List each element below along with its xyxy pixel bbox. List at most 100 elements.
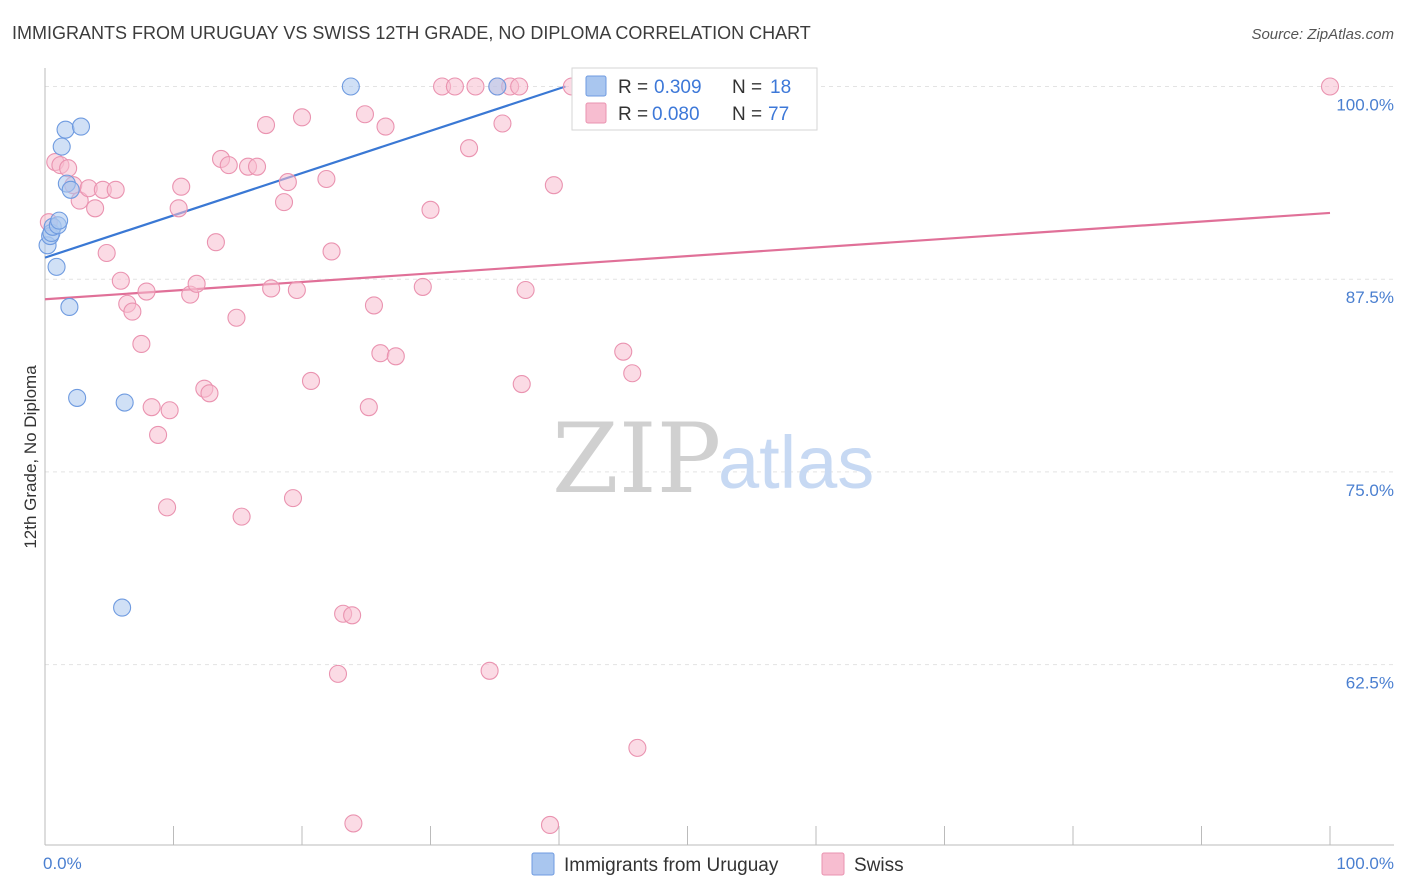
point-swiss-7	[86, 199, 105, 218]
point-swiss-14	[132, 334, 151, 354]
point-swiss-13	[123, 302, 142, 321]
point-swiss-23	[187, 274, 206, 293]
point-swiss-52	[386, 347, 405, 366]
point-swiss-76	[1320, 77, 1340, 96]
point-swiss-19	[160, 401, 179, 420]
point-swiss-65	[516, 280, 535, 300]
point-swiss-21	[172, 177, 191, 196]
point-swiss-25	[200, 384, 219, 403]
point-swiss-64	[512, 374, 531, 394]
legend-n-value-swiss: 77	[768, 104, 789, 125]
point-swiss-58	[466, 77, 485, 96]
series-legend-label-swiss: Swiss	[854, 855, 904, 876]
trend-line-uruguay	[44, 85, 566, 259]
point-swiss-45	[343, 606, 362, 625]
point-swiss-69	[614, 342, 633, 361]
series-legend-swatch-uruguay	[531, 852, 555, 876]
stats-legend-box	[571, 67, 818, 131]
point-swiss-53	[413, 277, 432, 296]
point-swiss-59	[480, 661, 499, 680]
point-uruguay-13	[71, 117, 91, 136]
point-swiss-67	[544, 176, 563, 195]
series-legend-swatch-swiss	[821, 852, 845, 876]
y-tick-label-1: 87.5%	[1346, 288, 1394, 307]
watermark-zip: ZIP	[552, 403, 721, 515]
point-swiss-51	[376, 117, 395, 136]
point-swiss-11	[111, 271, 130, 290]
point-swiss-71	[628, 738, 647, 757]
x-tick-label-0: 0.0%	[43, 854, 82, 873]
point-swiss-18	[158, 498, 177, 517]
point-swiss-34	[262, 279, 281, 298]
trend-lines	[44, 85, 1331, 301]
series-legend-label-uruguay: Immigrants from Uruguay	[564, 855, 779, 876]
point-swiss-48	[359, 398, 378, 417]
point-uruguay-12	[68, 388, 87, 407]
point-swiss-47	[355, 105, 375, 124]
point-swiss-10	[106, 180, 125, 199]
point-swiss-40	[301, 371, 321, 391]
point-swiss-15	[137, 282, 156, 301]
point-swiss-33	[256, 115, 276, 135]
point-swiss-37	[283, 489, 303, 508]
series-legend: Immigrants from Uruguay Swiss	[531, 852, 904, 876]
point-swiss-63	[510, 77, 529, 96]
y-tick-label-0: 100.0%	[1336, 96, 1394, 115]
point-uruguay-16	[341, 77, 360, 96]
point-swiss-16	[142, 398, 161, 417]
point-swiss-43	[328, 664, 348, 683]
point-uruguay-8	[56, 120, 75, 139]
point-swiss-66	[540, 815, 560, 835]
point-uruguay-10	[60, 297, 79, 317]
x-tick-label-1: 100.0%	[1336, 854, 1394, 873]
legend-swatch-uruguay	[585, 75, 607, 97]
chart-title: IMMIGRANTS FROM URUGUAY VS SWISS 12TH GR…	[12, 23, 811, 43]
axes	[44, 68, 1394, 846]
point-uruguay-4	[47, 257, 66, 276]
point-swiss-49	[364, 296, 384, 315]
point-swiss-38	[287, 280, 306, 300]
y-tick-label-2: 75.0%	[1346, 481, 1394, 500]
legend-n-label-uruguay: N =	[732, 77, 762, 98]
stats-legend: R = 0.309 N = 18 R = 0.080 N = 77	[571, 67, 818, 131]
point-swiss-56	[445, 77, 464, 96]
point-swiss-3	[59, 159, 78, 178]
point-swiss-61	[493, 114, 512, 133]
point-swiss-39	[292, 108, 312, 127]
y-tick-labels: 100.0% 87.5% 75.0% 62.5%	[1336, 96, 1394, 693]
point-swiss-50	[371, 344, 390, 363]
point-swiss-20	[169, 199, 188, 218]
y-axis-label: 12th Grade, No Diploma	[21, 365, 40, 549]
point-swiss-46	[344, 814, 363, 833]
point-swiss-29	[227, 308, 246, 327]
point-uruguay-17	[488, 77, 507, 96]
x-tick-labels: 0.0% 100.0%	[43, 854, 1394, 873]
point-uruguay-14	[115, 393, 134, 412]
data-points	[38, 77, 1340, 835]
trend-line-swiss	[44, 211, 1331, 301]
point-uruguay-7	[52, 137, 71, 156]
legend-r-value-uruguay: 0.309	[654, 77, 702, 98]
chart-source: Source: ZipAtlas.com	[1251, 26, 1394, 43]
legend-r-label-uruguay: R =	[618, 77, 648, 98]
legend-r-value-swiss: 0.080	[652, 104, 700, 125]
point-uruguay-6	[50, 211, 69, 230]
point-swiss-42	[322, 242, 341, 261]
point-swiss-54	[421, 200, 440, 219]
point-uruguay-15	[113, 598, 132, 617]
point-swiss-70	[623, 364, 642, 383]
legend-n-label-swiss: N =	[732, 104, 762, 125]
point-swiss-41	[317, 169, 336, 189]
legend-swatch-swiss	[585, 102, 607, 124]
point-swiss-30	[232, 507, 251, 526]
legend-r-label-swiss: R =	[618, 104, 648, 125]
point-swiss-26	[206, 233, 225, 252]
watermark: ZIP atlas	[552, 403, 874, 515]
watermark-atlas: atlas	[718, 421, 874, 504]
point-swiss-35	[274, 193, 294, 212]
point-swiss-28	[219, 156, 238, 175]
y-tick-label-3: 62.5%	[1346, 674, 1394, 693]
point-swiss-17	[149, 425, 168, 444]
point-swiss-32	[247, 157, 267, 176]
